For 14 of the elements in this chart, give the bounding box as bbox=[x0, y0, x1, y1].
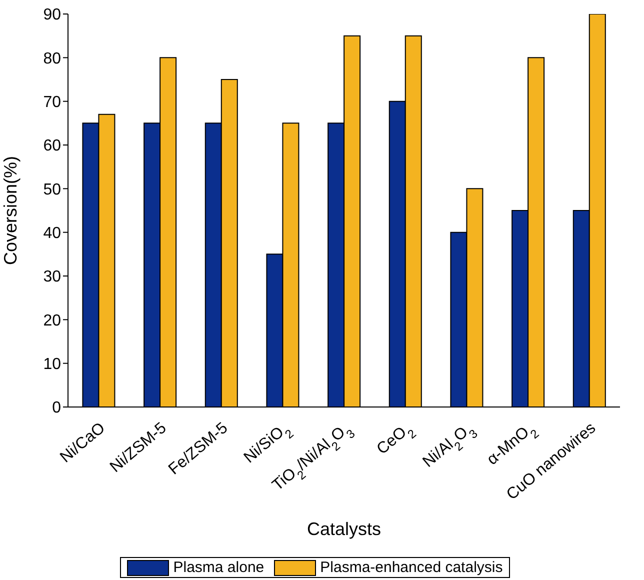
x-axis-title: Catalysts bbox=[306, 519, 382, 539]
y-tick-label: 60 bbox=[43, 138, 62, 155]
y-tick-label: 10 bbox=[43, 356, 62, 374]
y-tick-label: 50 bbox=[43, 181, 62, 198]
y-tick-label: 80 bbox=[43, 50, 62, 68]
y-tick-label: 70 bbox=[43, 94, 62, 112]
legend-label: Plasma alone bbox=[172, 559, 264, 576]
y-axis-title: Coversion(%) bbox=[0, 156, 20, 266]
y-tick-label: 90 bbox=[43, 6, 62, 24]
legend-label: Plasma-enhanced catalysis bbox=[319, 559, 503, 576]
y-tick-label: 30 bbox=[43, 268, 62, 286]
y-tick-label: 0 bbox=[52, 400, 62, 417]
y-tick-label: 40 bbox=[43, 225, 62, 242]
y-tick-label: 20 bbox=[43, 312, 62, 330]
